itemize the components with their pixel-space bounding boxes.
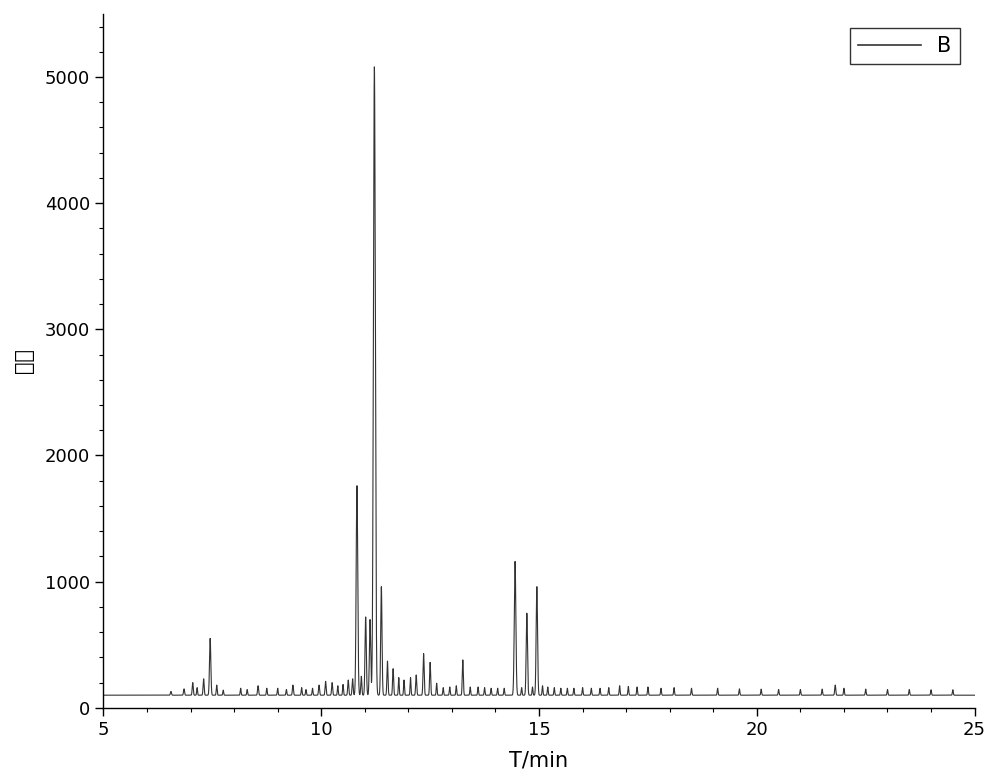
Legend: B: B	[850, 27, 960, 64]
X-axis label: T/min: T/min	[509, 750, 569, 770]
Y-axis label: 丰度: 丰度	[14, 348, 34, 373]
